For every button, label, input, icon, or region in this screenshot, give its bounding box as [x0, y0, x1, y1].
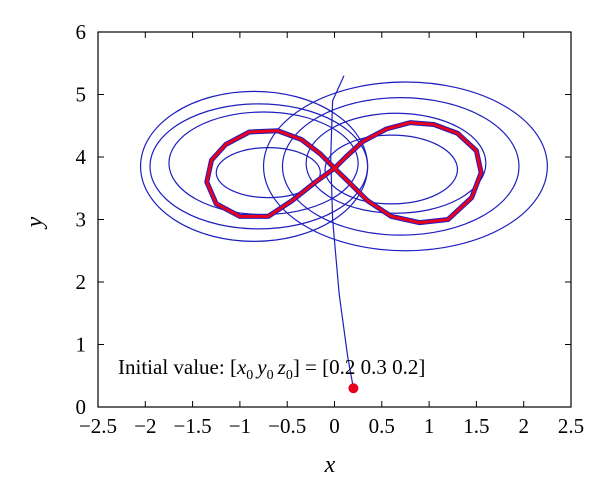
- transient-approach-line: [330, 75, 355, 389]
- y-tick-label: 4: [76, 145, 87, 169]
- transient-loop-line: [139, 90, 369, 242]
- annotation-x-subscript: 0: [246, 368, 253, 383]
- y-tick-label: 6: [76, 20, 87, 44]
- transient-loop-line: [215, 147, 321, 199]
- x-tick-label: −2.5: [79, 414, 117, 438]
- y-tick-labels: 0 1 2 3 4 5 6: [76, 20, 87, 419]
- x-tick-label: 2.5: [558, 414, 584, 438]
- y-axis-label: y: [22, 216, 48, 229]
- x-tick-label: −1: [229, 414, 251, 438]
- transient-loop-line: [262, 81, 548, 252]
- y-tick-label: 3: [76, 208, 87, 232]
- y-tick-label: 5: [76, 83, 87, 107]
- annotation-x-symbol: x: [236, 355, 247, 379]
- initial-value-annotation: Initial value: [x0 y0 z0] = [0.2 0.3 0.2]: [118, 355, 425, 383]
- x-tick-label: 0.5: [369, 414, 395, 438]
- transient-loop-line: [281, 97, 520, 236]
- annotation-suffix: ] = [0.2 0.3 0.2]: [293, 355, 426, 379]
- annotation-z-subscript: 0: [286, 368, 293, 383]
- annotation-z-symbol: z: [277, 355, 286, 379]
- annotation-prefix: Initial value: [: [118, 355, 237, 379]
- x-tick-label: −1.5: [174, 414, 212, 438]
- initial-point-layer: [348, 383, 359, 394]
- annotation-y-symbol: y: [255, 355, 267, 379]
- transient-loop-line: [305, 112, 487, 214]
- initial-point-marker: [348, 383, 359, 394]
- x-axis-label: x: [324, 452, 336, 478]
- limit-cycle: [204, 120, 484, 226]
- limit-cycle-line: [205, 121, 483, 225]
- x-tick-label: 2: [518, 414, 529, 438]
- y-tick-label: 0: [76, 395, 87, 419]
- transient-loop-line: [324, 134, 459, 205]
- y-tick-label: 2: [76, 270, 87, 294]
- annotation-y-subscript: 0: [267, 368, 274, 383]
- x-tick-label: −2: [134, 414, 156, 438]
- x-tick-label: −0.5: [268, 414, 306, 438]
- x-tick-labels: −2.5 −2 −1.5 −1 −0.5 0 0.5 1 1.5 2 2.5: [79, 414, 584, 438]
- transient-trajectory: [139, 75, 548, 389]
- y-tick-label: 1: [76, 333, 87, 357]
- x-tick-label: 1: [424, 414, 435, 438]
- axis-ticks: [97, 31, 572, 408]
- x-tick-label: 1.5: [463, 414, 489, 438]
- x-tick-label: 0: [329, 414, 340, 438]
